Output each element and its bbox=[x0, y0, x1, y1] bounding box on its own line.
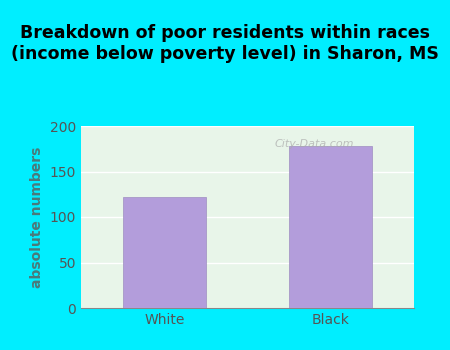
Text: Breakdown of poor residents within races
(income below poverty level) in Sharon,: Breakdown of poor residents within races… bbox=[11, 24, 439, 63]
Y-axis label: absolute numbers: absolute numbers bbox=[30, 146, 44, 288]
Bar bbox=[289, 146, 373, 308]
Bar bbox=[122, 197, 206, 308]
Text: City-Data.com: City-Data.com bbox=[274, 139, 354, 149]
